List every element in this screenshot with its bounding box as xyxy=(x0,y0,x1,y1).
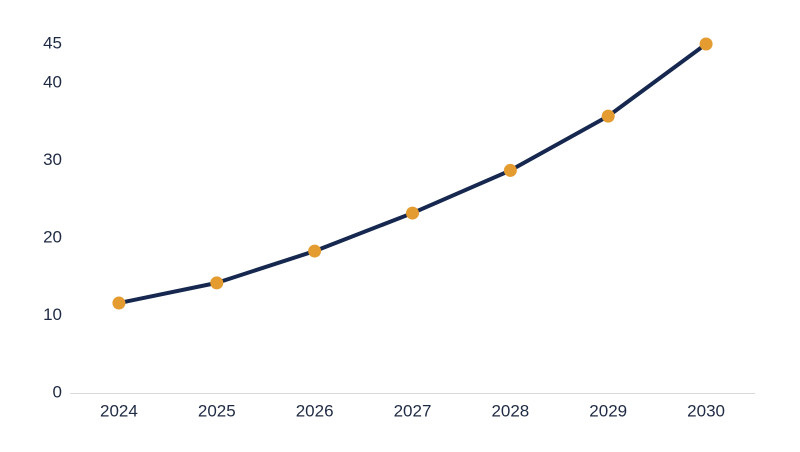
marker xyxy=(601,109,615,123)
x-tick-label: 2028 xyxy=(491,401,529,420)
y-tick-label: 45 xyxy=(43,33,62,52)
marker xyxy=(112,296,126,310)
marker xyxy=(406,206,419,220)
x-tick-label: 2025 xyxy=(198,401,236,420)
marker xyxy=(210,276,224,290)
x-tick-label: 2024 xyxy=(100,401,138,420)
marker xyxy=(308,244,322,258)
x-tick-label: 2027 xyxy=(394,401,432,420)
y-tick-label: 40 xyxy=(43,72,62,91)
line xyxy=(118,42,708,305)
marker xyxy=(699,37,713,51)
x-tick-label: 2029 xyxy=(589,401,627,420)
y-tick-label: 30 xyxy=(43,150,62,169)
y-tick-label: 10 xyxy=(43,305,62,324)
y-tick-label: 20 xyxy=(43,227,62,246)
y-tick-label: 0 xyxy=(53,382,62,401)
x-tick-label: 2030 xyxy=(687,401,725,420)
marker xyxy=(503,163,517,177)
x-tick-label: 2026 xyxy=(296,401,334,420)
